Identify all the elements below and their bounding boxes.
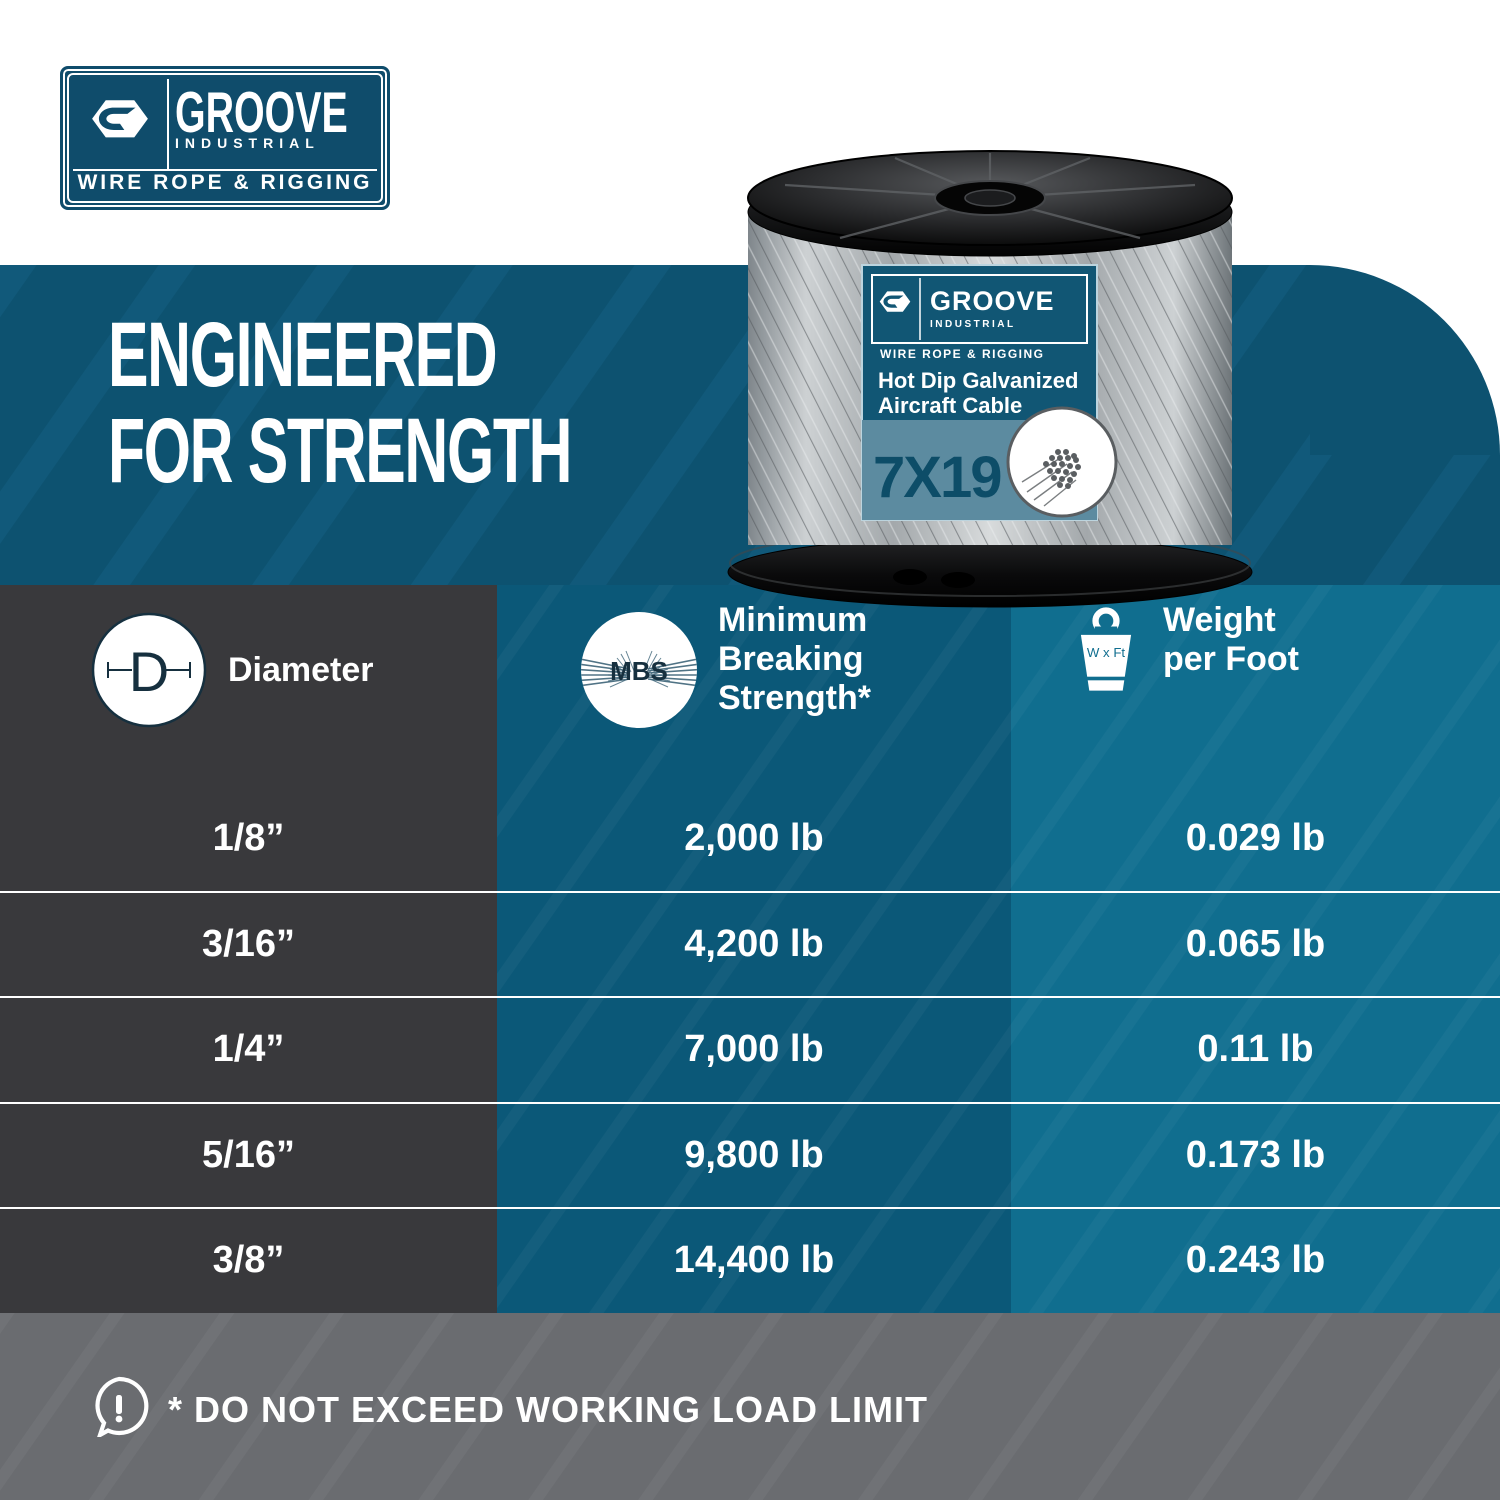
svg-text:MBS: MBS <box>610 656 668 686</box>
svg-text:WIRE ROPE & RIGGING: WIRE ROPE & RIGGING <box>880 347 1045 361</box>
svg-text:W x Ft: W x Ft <box>1087 645 1126 660</box>
svg-text:7X19: 7X19 <box>873 445 1001 510</box>
svg-text:D: D <box>129 640 169 703</box>
svg-text:Aircraft Cable: Aircraft Cable <box>878 393 1022 418</box>
svg-text:GROOVE: GROOVE <box>930 286 1055 316</box>
svg-text:Hot Dip Galvanized: Hot Dip Galvanized <box>878 368 1078 393</box>
svg-text:INDUSTRIAL: INDUSTRIAL <box>930 319 1016 330</box>
